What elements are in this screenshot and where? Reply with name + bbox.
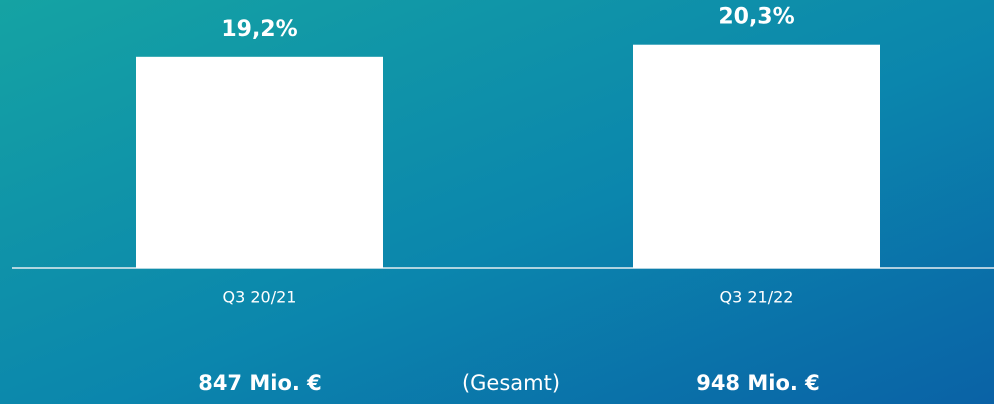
bar xyxy=(633,44,880,269)
total-label: (Gesamt) xyxy=(462,371,560,395)
bar xyxy=(136,56,383,268)
x-tick-label: Q3 21/22 xyxy=(720,288,794,307)
value-label: 19,2% xyxy=(221,17,297,42)
x-tick-label: Q3 20/21 xyxy=(223,288,297,307)
total-right: 948 Mio. € xyxy=(696,371,820,395)
total-left: 847 Mio. € xyxy=(198,371,322,395)
value-label: 20,3% xyxy=(718,5,794,30)
